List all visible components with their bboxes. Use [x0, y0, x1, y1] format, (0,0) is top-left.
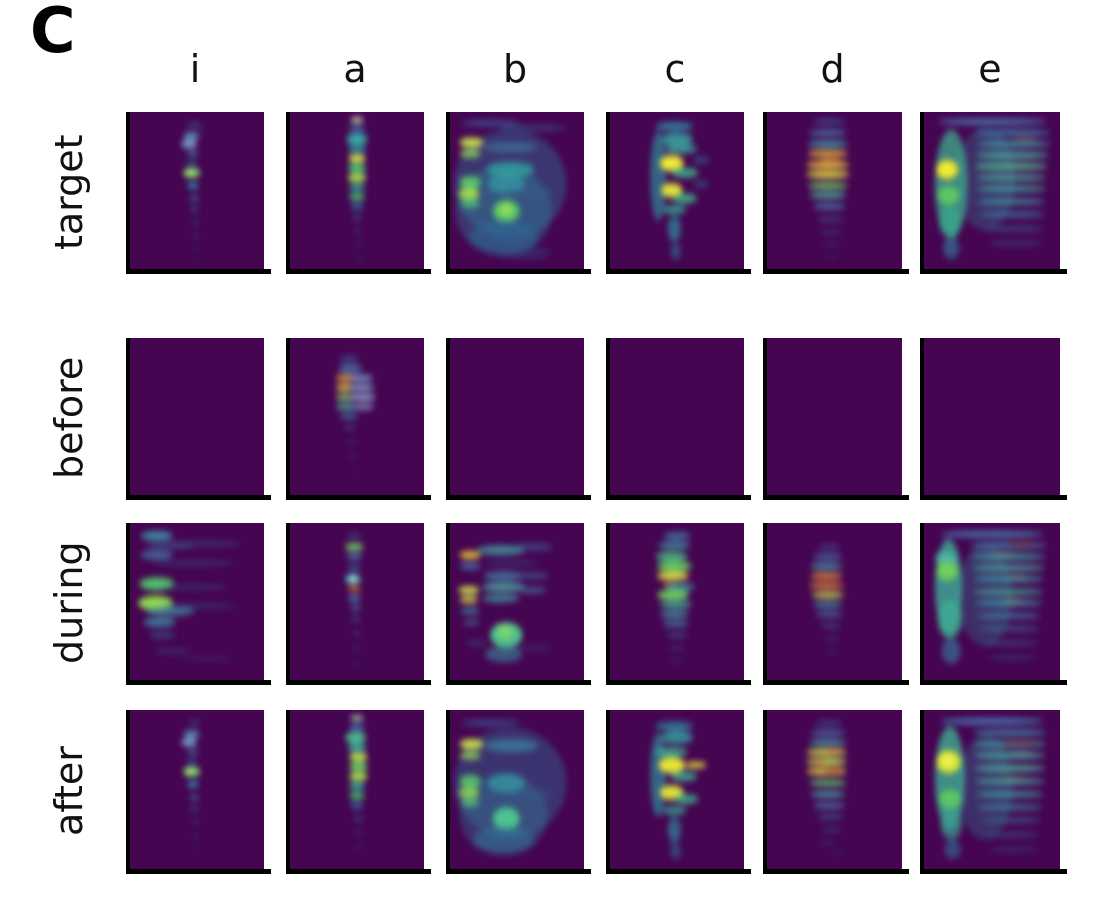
- axis-spine-during-e: [920, 680, 1067, 685]
- spectrogram-during-e: [920, 523, 1060, 683]
- column-header-a: a: [343, 47, 367, 91]
- spectrogram-after-c: [606, 710, 744, 872]
- axis-spine-during-i: [126, 680, 271, 685]
- axis-spine-after-d: [763, 869, 909, 874]
- axis-spine-before-i: [126, 495, 271, 500]
- spectrogram-target-b: [446, 112, 584, 272]
- spectrogram-target-d: [763, 112, 902, 272]
- axis-spine-before-c: [606, 495, 751, 500]
- spectrogram-before-c: [606, 338, 744, 498]
- column-header-e: e: [978, 47, 1002, 91]
- axis-spine-during-c: [606, 680, 751, 685]
- axis-spine-after-i: [126, 869, 271, 874]
- spectrogram-after-i: [126, 710, 264, 872]
- spectrogram-during-c: [606, 523, 744, 683]
- axis-spine-after-b: [446, 869, 591, 874]
- spectrogram-during-b: [446, 523, 584, 683]
- axis-spine-target-e: [920, 269, 1067, 274]
- axis-spine-target-b: [446, 269, 591, 274]
- spectrogram-target-a: [286, 112, 424, 272]
- spectrogram-after-a: [286, 710, 424, 872]
- axis-spine-after-a: [286, 869, 431, 874]
- row-label-target: target: [47, 134, 91, 250]
- spectrogram-before-i: [126, 338, 264, 498]
- spectrogram-before-d: [763, 338, 902, 498]
- column-header-d: d: [820, 47, 845, 91]
- axis-spine-after-e: [920, 869, 1067, 874]
- spectrogram-after-e: [920, 710, 1060, 872]
- spectrogram-during-a: [286, 523, 424, 683]
- axis-spine-target-d: [763, 269, 909, 274]
- axis-spine-during-b: [446, 680, 591, 685]
- spectrogram-target-e: [920, 112, 1060, 272]
- row-label-after: after: [47, 746, 91, 836]
- axis-spine-target-i: [126, 269, 271, 274]
- row-label-before: before: [47, 356, 91, 480]
- spectrogram-target-i: [126, 112, 264, 272]
- axis-spine-after-c: [606, 869, 751, 874]
- spectrogram-during-i: [126, 523, 264, 683]
- panel-label: C: [30, 0, 76, 67]
- column-header-i: i: [189, 47, 201, 91]
- spectrogram-before-e: [920, 338, 1060, 498]
- axis-spine-before-d: [763, 495, 909, 500]
- spectrogram-after-d: [763, 710, 902, 872]
- spectrogram-target-c: [606, 112, 744, 272]
- axis-spine-during-d: [763, 680, 909, 685]
- spectrogram-before-a: [286, 338, 424, 498]
- axis-spine-before-b: [446, 495, 591, 500]
- column-header-c: c: [664, 47, 686, 91]
- row-label-during: during: [47, 541, 91, 665]
- spectrogram-during-d: [763, 523, 902, 683]
- axis-spine-before-e: [920, 495, 1067, 500]
- axis-spine-before-a: [286, 495, 431, 500]
- axis-spine-target-a: [286, 269, 431, 274]
- column-header-b: b: [502, 47, 528, 91]
- axis-spine-during-a: [286, 680, 431, 685]
- axis-spine-target-c: [606, 269, 751, 274]
- spectrogram-after-b: [446, 710, 584, 872]
- spectrogram-before-b: [446, 338, 584, 498]
